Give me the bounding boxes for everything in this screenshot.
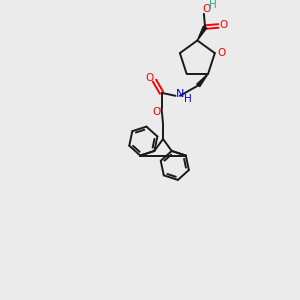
Polygon shape xyxy=(197,26,207,40)
Text: O: O xyxy=(145,73,153,82)
Text: H: H xyxy=(209,0,217,10)
Text: O: O xyxy=(152,107,160,117)
Text: O: O xyxy=(202,4,210,14)
Text: O: O xyxy=(217,48,225,58)
Polygon shape xyxy=(197,74,208,87)
Text: O: O xyxy=(219,20,227,30)
Text: H: H xyxy=(184,94,192,104)
Text: N: N xyxy=(176,89,184,99)
